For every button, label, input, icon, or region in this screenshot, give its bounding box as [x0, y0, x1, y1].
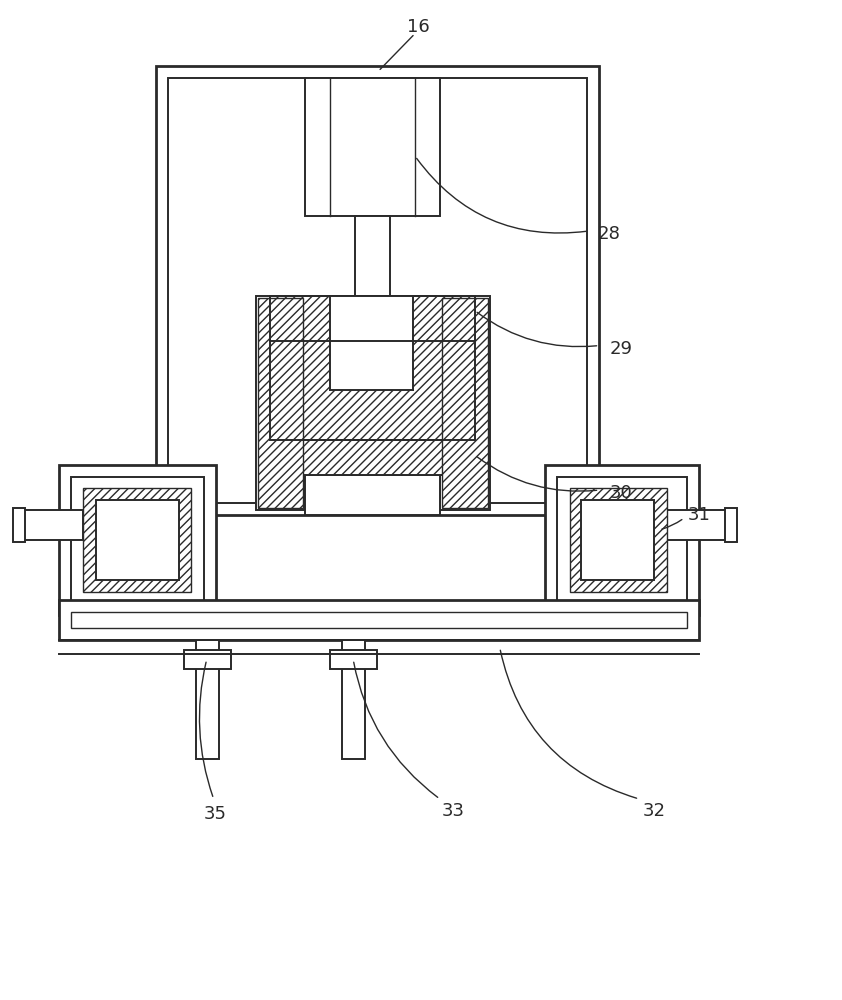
Bar: [342, 640, 365, 759]
Bar: [21, 510, 83, 540]
Bar: [306, 78, 440, 216]
Text: 31: 31: [688, 506, 711, 524]
Bar: [442, 298, 488, 508]
Bar: [667, 510, 729, 540]
Text: 28: 28: [598, 225, 621, 243]
Text: 29: 29: [610, 340, 633, 358]
Bar: [59, 600, 699, 640]
Text: 35: 35: [204, 805, 227, 823]
Bar: [582, 500, 654, 580]
Bar: [330, 650, 377, 669]
Bar: [725, 508, 737, 542]
Bar: [270, 296, 475, 440]
Bar: [545, 465, 699, 615]
Text: 32: 32: [642, 802, 666, 820]
Bar: [13, 508, 25, 542]
Bar: [195, 640, 219, 759]
Bar: [96, 500, 179, 580]
Bar: [557, 477, 687, 603]
Bar: [168, 78, 588, 503]
Bar: [83, 488, 191, 592]
Bar: [59, 465, 216, 615]
Text: 33: 33: [441, 802, 465, 820]
Bar: [72, 477, 204, 603]
Bar: [270, 440, 475, 475]
Bar: [306, 475, 440, 515]
Bar: [256, 296, 306, 510]
Bar: [330, 296, 413, 390]
Bar: [72, 612, 687, 628]
Bar: [156, 66, 600, 515]
Bar: [258, 298, 303, 508]
Bar: [270, 296, 475, 440]
Bar: [355, 216, 390, 311]
Bar: [440, 296, 490, 510]
Bar: [569, 488, 667, 592]
Text: 16: 16: [407, 18, 429, 36]
Bar: [184, 650, 231, 669]
Text: 30: 30: [610, 484, 632, 502]
